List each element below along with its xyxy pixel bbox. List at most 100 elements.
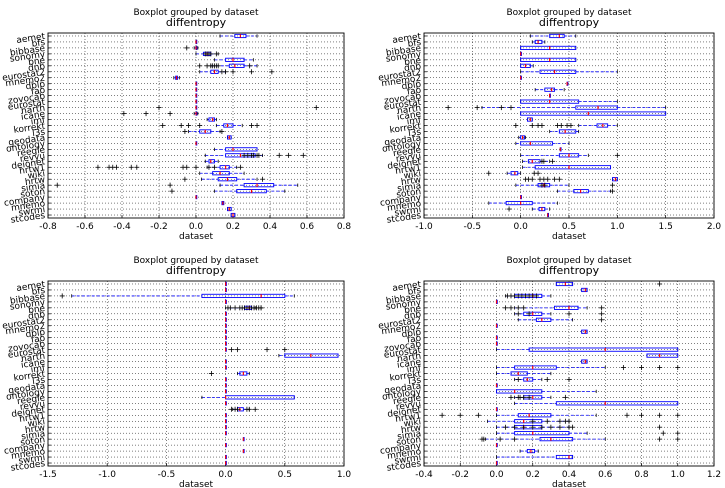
box-iqr [581, 329, 588, 334]
box-iqr [510, 371, 528, 376]
box-korrekt [160, 123, 260, 128]
y-tick-label: reegle [16, 145, 46, 159]
box-iqr [520, 141, 554, 146]
y-tick-label: reegle [16, 393, 46, 407]
y-tick-label: l3s [32, 127, 46, 139]
x-tick-label: 1.0 [671, 470, 686, 480]
flier-point [247, 63, 253, 69]
x-tick-label: -0.6 [76, 222, 94, 232]
y-tick-label: soton [396, 187, 422, 200]
box-hrtw1 [522, 165, 612, 170]
x-tick-label: 1.0 [610, 222, 625, 232]
y-tick-label: harth [397, 352, 422, 365]
y-tick-label: dblp [401, 80, 422, 93]
flier-point [121, 111, 127, 117]
flier-point [252, 406, 258, 412]
flier-point [512, 424, 518, 430]
box-imf [526, 117, 533, 122]
box-sonomy [195, 51, 219, 57]
box-iqr [520, 45, 577, 51]
flier-point [193, 164, 199, 170]
y-tick-label: bne [404, 304, 423, 316]
box-bibbase [184, 45, 199, 51]
y-tick-label: bibbase [385, 292, 422, 307]
chart-subtitle: diffentropy [539, 264, 600, 277]
y-tick-label: deionet [11, 157, 47, 172]
flier-point [550, 158, 556, 164]
flier-point [657, 281, 663, 287]
chart-title: Boxplot grouped by dataset [506, 256, 631, 266]
box-zovocab [549, 93, 551, 98]
box-ontology [225, 389, 227, 394]
plot-frame [423, 280, 715, 467]
chart-subtitle: diffentropy [166, 264, 227, 277]
box-aemet [555, 281, 663, 287]
x-tick-label: 0.0 [514, 222, 529, 232]
box-hrtw1 [439, 412, 681, 418]
y-tick-label: mnemo [386, 447, 422, 462]
box-dnb [225, 311, 227, 316]
box-iqr [520, 57, 577, 62]
x-tick-label: 0.4 [263, 222, 278, 232]
box-imf [225, 365, 227, 370]
flier-point [539, 123, 545, 128]
flier-point [178, 123, 184, 128]
box-iqr [208, 159, 215, 164]
box-iqr [517, 413, 552, 418]
flier-point [610, 182, 615, 188]
box-iqr [575, 105, 618, 110]
y-tick-label: deionet [387, 157, 423, 172]
flier-point [535, 170, 541, 176]
y-tick-label: mnemo [10, 447, 46, 462]
box-aemet [529, 33, 577, 39]
flier-point [513, 123, 519, 128]
box-sonomy [225, 299, 227, 304]
flier-point [219, 128, 225, 134]
flier-point [276, 152, 282, 158]
box-deionet [522, 158, 556, 164]
box-ontology [515, 141, 570, 146]
flier-point [54, 182, 60, 188]
box-deionet [229, 406, 258, 412]
box-iqr [535, 317, 552, 322]
flier-point [521, 305, 527, 311]
flier-point [237, 164, 243, 170]
x-tick-label: 1.2 [707, 470, 721, 480]
box-iqr [201, 293, 286, 299]
box-bibbase [504, 293, 552, 299]
y-tick-label: fao [406, 86, 422, 98]
box-harth [445, 105, 667, 111]
box-l3s [182, 128, 225, 134]
y-tick-label: harth [397, 104, 422, 117]
box-icane [121, 111, 199, 117]
flier-point [457, 412, 463, 418]
x-tick-label: -0.5 [464, 222, 482, 232]
box-dblp [225, 329, 227, 334]
x-tick-label: -0.2 [451, 470, 469, 480]
flier-point [639, 412, 644, 418]
y-tick-label: l3s [408, 127, 422, 139]
flier-point [548, 424, 554, 430]
box-geodata [518, 135, 526, 140]
flier-point [128, 164, 134, 170]
x-tick-label: 1.5 [659, 222, 673, 232]
y-tick-label: bne [28, 304, 47, 316]
x-tick-label: 1.0 [337, 470, 352, 480]
box-bne [225, 305, 264, 311]
flier-point [566, 376, 572, 382]
flier-point [439, 412, 445, 418]
y-tick-label: simia [397, 181, 422, 194]
flier-point [530, 418, 536, 424]
x-tick-label: 0.0 [189, 222, 204, 232]
box-iqr [539, 69, 577, 74]
box-fao [195, 87, 198, 92]
y-tick-label: imf [406, 115, 423, 127]
flier-point [474, 105, 480, 111]
box-simia [54, 182, 299, 188]
flier-point [475, 412, 481, 418]
y-tick-label: hrtw1 [395, 163, 422, 177]
box-wiki [225, 419, 227, 424]
flier-point [481, 436, 487, 442]
box-stcodes [495, 460, 498, 466]
